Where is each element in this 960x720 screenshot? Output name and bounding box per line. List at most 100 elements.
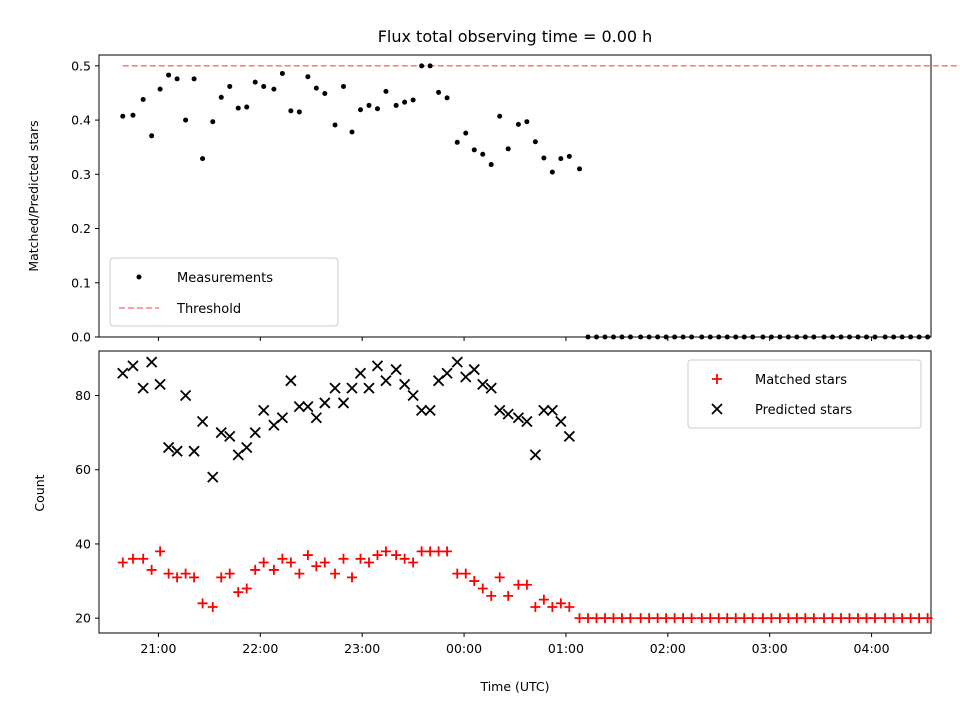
measurement-point (252, 79, 258, 85)
matched-star-point (452, 568, 463, 579)
matched-star-point (503, 590, 514, 601)
matched-star-point (852, 613, 863, 624)
x-tick-label: 04:00 (854, 641, 890, 656)
legend-matched-label: Matched stars (755, 373, 847, 388)
predicted-star-point (441, 367, 453, 379)
matched-star-point (117, 557, 128, 568)
legend-predicted-marker (711, 403, 723, 415)
matched-star-point (583, 613, 594, 624)
matched-star-point (486, 590, 497, 601)
predicted-star-point (249, 426, 261, 439)
measurement-point (210, 119, 216, 125)
measurement-point (830, 334, 836, 340)
matched-star-point (207, 602, 218, 613)
predicted-star-point (293, 401, 305, 413)
matched-star-point (844, 613, 855, 624)
measurement-point (689, 334, 695, 340)
top-y-tick-label: 0.2 (71, 221, 91, 236)
predicted-star-point (521, 415, 533, 428)
matched-star-point (172, 572, 183, 583)
matched-star-point (408, 557, 419, 568)
legend-measurements-marker (136, 274, 142, 280)
matched-star-point (625, 613, 636, 624)
measurement-point (454, 139, 460, 145)
matched-star-point (836, 613, 847, 624)
matched-star-point (233, 587, 244, 598)
predicted-star-point (310, 412, 322, 424)
measurement-point (672, 334, 678, 340)
measurement-point (846, 334, 852, 340)
matched-star-point (391, 550, 402, 561)
measurement-point (444, 95, 450, 101)
predicted-star-point (179, 389, 192, 402)
matched-star-point (241, 583, 252, 594)
matched-star-point (644, 613, 655, 624)
measurement-point (480, 151, 486, 157)
measurement-point (427, 63, 433, 69)
measurement-point (855, 334, 861, 340)
measurement-point (271, 86, 277, 92)
matched-star-point (678, 613, 689, 624)
measurement-point (166, 72, 172, 78)
predicted-star-point (215, 426, 227, 439)
predicted-star-point (424, 404, 436, 417)
matched-star-point (713, 613, 724, 624)
measurement-point (357, 107, 363, 113)
measurement-point (908, 334, 914, 340)
matched-star-point (319, 557, 330, 568)
predicted-star-point (154, 378, 166, 391)
matched-star-point (363, 557, 374, 568)
x-axis-label: Time (UTC) (479, 679, 549, 694)
matched-star-point (189, 572, 200, 583)
measurement-point (279, 70, 285, 76)
measurement-point (610, 334, 616, 340)
matched-star-point (861, 613, 872, 624)
predicted-star-point (529, 449, 542, 461)
measurement-point (436, 89, 442, 95)
predicted-star-point (380, 375, 392, 387)
predicted-star-point (371, 360, 384, 372)
matched-star-point (216, 572, 227, 583)
matched-star-point (513, 579, 524, 590)
matched-star-point (791, 613, 802, 624)
predicted-star-point (329, 382, 341, 394)
measurement-point (716, 334, 722, 340)
measurement-point (374, 106, 380, 112)
matched-star-point (905, 613, 916, 624)
measurement-point (882, 334, 888, 340)
measurement-point (200, 156, 206, 162)
legend-threshold-label: Threshold (176, 302, 241, 317)
measurement-point (699, 334, 705, 340)
predicted-star-point (258, 404, 270, 417)
matched-star-point (869, 613, 880, 624)
matched-star-point (686, 613, 697, 624)
measurement-point (120, 113, 126, 119)
matched-star-point (399, 553, 410, 564)
matched-star-point (372, 550, 383, 561)
top-legend: Measurements Threshold (109, 257, 339, 327)
matched-star-point (521, 579, 532, 590)
legend-matched-marker (712, 374, 722, 384)
measurement-point (558, 156, 564, 162)
matched-star-point (494, 572, 505, 583)
legend-measurements-label: Measurements (177, 271, 273, 286)
matched-star-point (224, 568, 235, 579)
predicted-star-point (451, 356, 463, 368)
bottom-y-tick-label: 80 (75, 388, 91, 403)
matched-star-point (547, 602, 558, 613)
predicted-star-point (285, 375, 297, 387)
measurement-point (174, 76, 180, 82)
measurement-point (549, 169, 555, 175)
measurement-point (183, 117, 189, 123)
measurement-point (916, 334, 922, 340)
matched-star-point (757, 613, 768, 624)
measurement-point (802, 334, 808, 340)
predicted-star-point (188, 445, 200, 457)
predicted-star-point (485, 382, 497, 394)
matched-star-point (730, 613, 741, 624)
matched-star-point (311, 561, 322, 572)
measurement-point (463, 130, 469, 136)
matched-star-point (530, 602, 541, 613)
measurement-point (419, 63, 425, 69)
measurement-point (130, 112, 136, 118)
